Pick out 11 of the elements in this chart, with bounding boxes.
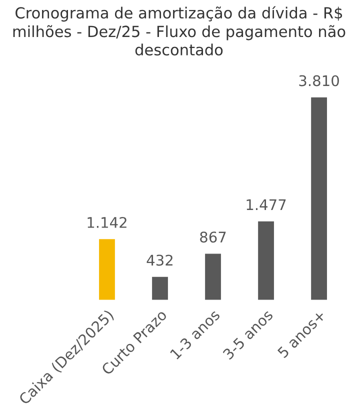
data-label: 1.142 — [88, 216, 126, 228]
data-label: 867 — [200, 232, 226, 243]
bar — [99, 239, 115, 300]
chart-title: Cronograma de amortização da dívida - R$ milhões - Dez/25 - Fluxo de pagamento não descontado — [13, 6, 346, 56]
data-label: 432 — [146, 254, 172, 266]
bar — [205, 254, 221, 300]
data-label: 1.477 — [246, 199, 286, 210]
data-label: 3.810 — [299, 75, 339, 86]
bar — [152, 276, 168, 300]
bar — [258, 221, 274, 300]
bar — [311, 97, 327, 300]
